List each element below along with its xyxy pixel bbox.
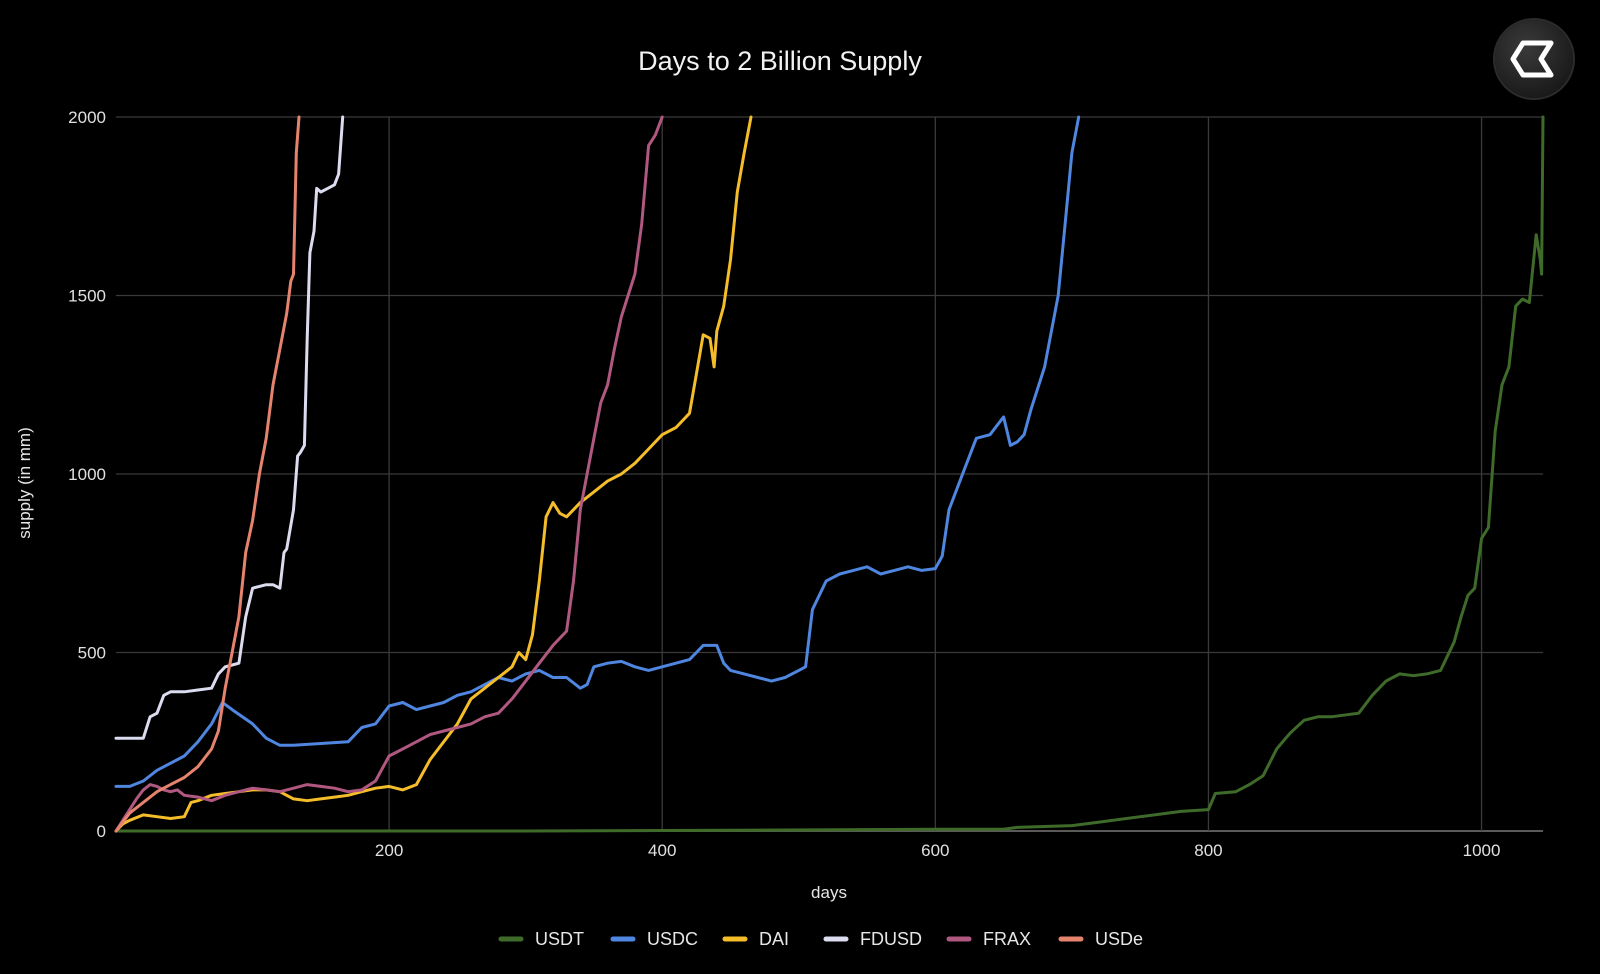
y-tick-label: 0: [97, 822, 106, 841]
y-tick-label: 500: [78, 644, 106, 663]
x-tick-label: 600: [921, 841, 949, 860]
y-axis-label: supply (in mm): [15, 427, 34, 538]
legend-item-usdc[interactable]: USDC: [610, 929, 698, 949]
series-line-usdt[interactable]: [114, 115, 1545, 833]
legend-label: FRAX: [983, 929, 1031, 949]
y-tick-label: 1000: [68, 465, 106, 484]
x-axis-label: days: [811, 883, 847, 902]
series-layer: [114, 115, 1545, 833]
chart-title: Days to 2 Billion Supply: [638, 46, 922, 76]
series-line-dai[interactable]: [114, 115, 753, 833]
legend-label: DAI: [759, 929, 789, 949]
x-tick-label: 400: [648, 841, 676, 860]
legend-label: USDC: [647, 929, 698, 949]
legend[interactable]: USDT USDC DAI FDUSD FRAX USDe: [498, 929, 1143, 949]
grid: [116, 116, 1543, 832]
series-line-usde[interactable]: [114, 115, 301, 833]
legend-label: USDT: [535, 929, 584, 949]
legend-label: USDe: [1095, 929, 1143, 949]
x-tick-label: 1000: [1463, 841, 1501, 860]
x-tick-label: 200: [375, 841, 403, 860]
series-line-frax[interactable]: [114, 115, 664, 833]
legend-item-fdusd[interactable]: FDUSD: [823, 929, 922, 949]
y-tick-label: 2000: [68, 108, 106, 127]
series-line-fdusd[interactable]: [114, 115, 345, 740]
legend-item-usde[interactable]: USDe: [1058, 929, 1143, 949]
series-line-usdc[interactable]: [114, 115, 1081, 788]
legend-item-dai[interactable]: DAI: [722, 929, 789, 949]
tick-labels: 0 500 1000 1500 2000 200 400 600 800 1000: [68, 108, 1500, 860]
legend-item-frax[interactable]: FRAX: [946, 929, 1031, 949]
x-tick-label: 800: [1194, 841, 1222, 860]
y-tick-label: 1500: [68, 287, 106, 306]
legend-label: FDUSD: [860, 929, 922, 949]
hexagon-sigma-icon: [1510, 40, 1554, 78]
legend-item-usdt[interactable]: USDT: [498, 929, 584, 949]
logo-badge: [1495, 20, 1573, 98]
